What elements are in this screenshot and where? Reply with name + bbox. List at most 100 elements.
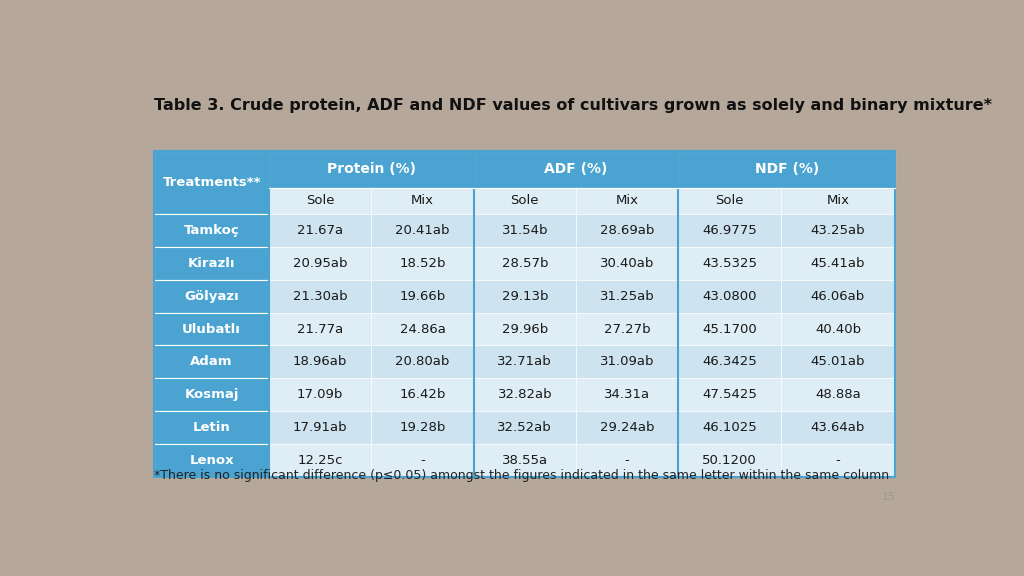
- Text: Protein (%): Protein (%): [327, 162, 416, 176]
- Text: 47.5425: 47.5425: [701, 388, 757, 401]
- Bar: [269, 214, 372, 247]
- Text: Mix: Mix: [615, 194, 639, 207]
- Bar: [372, 378, 474, 411]
- Bar: [269, 280, 372, 313]
- Bar: [269, 411, 372, 444]
- Text: 31.54b: 31.54b: [502, 224, 548, 237]
- Text: 32.71ab: 32.71ab: [498, 355, 552, 368]
- Bar: [575, 214, 678, 247]
- Text: 20.80ab: 20.80ab: [395, 355, 450, 368]
- Text: 29.13b: 29.13b: [502, 290, 548, 303]
- Text: 21.67a: 21.67a: [297, 224, 343, 237]
- Bar: [780, 247, 895, 280]
- Text: NDF (%): NDF (%): [755, 162, 819, 176]
- Text: Kirazlı: Kirazlı: [187, 257, 236, 270]
- Bar: [474, 411, 575, 444]
- Bar: [372, 411, 474, 444]
- Bar: [155, 346, 269, 378]
- Bar: [269, 151, 474, 188]
- Text: 48.88a: 48.88a: [815, 388, 861, 401]
- Text: 31.25ab: 31.25ab: [600, 290, 654, 303]
- Bar: [780, 188, 895, 214]
- Bar: [155, 214, 269, 247]
- Text: Sole: Sole: [306, 194, 335, 207]
- Bar: [269, 378, 372, 411]
- Bar: [678, 247, 780, 280]
- Bar: [678, 214, 780, 247]
- Text: 46.9775: 46.9775: [702, 224, 757, 237]
- Bar: [155, 444, 269, 477]
- Bar: [474, 151, 678, 188]
- Text: 17.09b: 17.09b: [297, 388, 343, 401]
- Text: 27.27b: 27.27b: [604, 323, 650, 336]
- Bar: [372, 280, 474, 313]
- Bar: [269, 313, 372, 346]
- Bar: [678, 151, 895, 188]
- Text: -: -: [625, 454, 630, 467]
- Text: 32.52ab: 32.52ab: [498, 421, 552, 434]
- Text: 15: 15: [883, 491, 896, 502]
- Text: 46.06ab: 46.06ab: [811, 290, 865, 303]
- Bar: [575, 313, 678, 346]
- Text: 18.96ab: 18.96ab: [293, 355, 347, 368]
- Text: 50.1200: 50.1200: [702, 454, 757, 467]
- Bar: [155, 378, 269, 411]
- Bar: [678, 346, 780, 378]
- Text: Mix: Mix: [411, 194, 434, 207]
- Bar: [678, 313, 780, 346]
- Text: 21.77a: 21.77a: [297, 323, 343, 336]
- Bar: [372, 346, 474, 378]
- Text: 43.0800: 43.0800: [702, 290, 757, 303]
- Text: 45.01ab: 45.01ab: [811, 355, 865, 368]
- Bar: [575, 280, 678, 313]
- Bar: [575, 411, 678, 444]
- Text: 17.91ab: 17.91ab: [293, 421, 347, 434]
- Bar: [155, 411, 269, 444]
- Bar: [474, 188, 575, 214]
- Bar: [372, 214, 474, 247]
- Bar: [780, 280, 895, 313]
- Text: -: -: [836, 454, 841, 467]
- Bar: [474, 280, 575, 313]
- Bar: [372, 188, 474, 214]
- Bar: [780, 214, 895, 247]
- Bar: [155, 247, 269, 280]
- Bar: [155, 151, 895, 477]
- Bar: [372, 247, 474, 280]
- Text: 21.30ab: 21.30ab: [293, 290, 347, 303]
- Text: 18.52b: 18.52b: [399, 257, 445, 270]
- Bar: [372, 313, 474, 346]
- Bar: [678, 444, 780, 477]
- Bar: [780, 346, 895, 378]
- Bar: [780, 411, 895, 444]
- Text: Letin: Letin: [193, 421, 230, 434]
- Bar: [575, 444, 678, 477]
- Text: Adam: Adam: [190, 355, 232, 368]
- Text: Sole: Sole: [715, 194, 743, 207]
- Bar: [474, 444, 575, 477]
- Text: Mix: Mix: [826, 194, 850, 207]
- Bar: [474, 313, 575, 346]
- Text: Ulubatlı: Ulubatlı: [182, 323, 241, 336]
- Bar: [780, 378, 895, 411]
- Bar: [155, 280, 269, 313]
- Text: 45.41ab: 45.41ab: [811, 257, 865, 270]
- Text: 28.57b: 28.57b: [502, 257, 548, 270]
- Bar: [678, 280, 780, 313]
- Bar: [575, 188, 678, 214]
- Text: 28.69ab: 28.69ab: [600, 224, 654, 237]
- Bar: [780, 313, 895, 346]
- Bar: [372, 444, 474, 477]
- Bar: [155, 313, 269, 346]
- Bar: [269, 247, 372, 280]
- Text: 29.24ab: 29.24ab: [600, 421, 654, 434]
- Text: Table 3. Crude protein, ADF and NDF values of cultivars grown as solely and bina: Table 3. Crude protein, ADF and NDF valu…: [155, 98, 992, 113]
- Text: Tamkoç: Tamkoç: [183, 224, 240, 237]
- Text: 16.42b: 16.42b: [399, 388, 445, 401]
- Text: 20.41ab: 20.41ab: [395, 224, 450, 237]
- Text: 19.28b: 19.28b: [399, 421, 445, 434]
- Text: Treatments**: Treatments**: [163, 176, 261, 189]
- Bar: [269, 444, 372, 477]
- Text: 34.31a: 34.31a: [604, 388, 650, 401]
- Bar: [474, 247, 575, 280]
